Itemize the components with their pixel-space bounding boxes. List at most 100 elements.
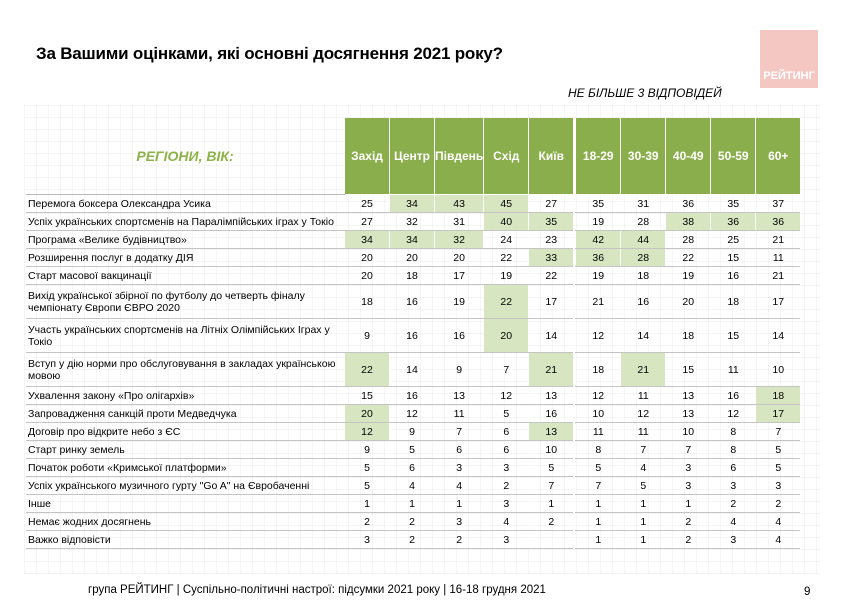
value-cell: 4	[755, 530, 801, 549]
value-cell: 22	[483, 284, 529, 319]
value-cell: 6	[483, 422, 529, 441]
row-label: Успіх українських спортсменів на Паралім…	[26, 212, 345, 231]
table-row: Немає жодних досягнень 2 2 3 4 2 1 1 2 4 4	[26, 512, 801, 531]
value-cell: 44	[620, 230, 666, 249]
value-cell: 5	[344, 458, 390, 477]
value-cell: 1	[344, 494, 390, 513]
value-cell: 8	[575, 440, 621, 459]
column-header-age: 18-29	[575, 118, 621, 195]
value-cell: 2	[389, 530, 435, 549]
value-cell: 22	[344, 352, 390, 387]
value-cell: 5	[528, 458, 574, 477]
value-cell: 2	[528, 512, 574, 531]
value-cell: 42	[575, 230, 621, 249]
value-cell: 16	[620, 284, 666, 319]
value-cell: 11	[710, 352, 756, 387]
value-cell: 10	[528, 440, 574, 459]
column-header-region: Захід	[344, 118, 390, 195]
value-cell: 2	[344, 512, 390, 531]
value-cell: 36	[665, 194, 711, 213]
value-cell: 21	[755, 230, 801, 249]
column-header-region: Схід	[483, 118, 529, 195]
table-row: Програма «Велике будівництво» 34 34 32 24 23 4…	[26, 230, 801, 249]
value-cell: 2	[433, 530, 484, 549]
value-cell: 17	[528, 284, 574, 319]
value-cell: 27	[528, 194, 574, 213]
table-row: Успіх українських спортсменів на Паралім…	[26, 212, 801, 231]
value-cell: 13	[665, 386, 711, 405]
value-cell: 5	[755, 440, 801, 459]
value-cell: 28	[665, 230, 711, 249]
value-cell: 34	[389, 194, 435, 213]
value-cell: 12	[483, 386, 529, 405]
value-cell: 7	[575, 476, 621, 495]
value-cell: 3	[433, 512, 484, 531]
column-header-age: 60+	[755, 118, 801, 195]
header-label: РЕГІОНИ, ВІК:	[26, 118, 345, 195]
value-cell: 11	[433, 404, 484, 423]
value-cell: 7	[665, 440, 711, 459]
value-cell: 14	[755, 318, 801, 353]
row-label: Перемога боксера Олександра Усика	[26, 194, 345, 213]
value-cell: 35	[575, 194, 621, 213]
value-cell: 16	[710, 386, 756, 405]
value-cell: 3	[433, 458, 484, 477]
value-cell: 2	[665, 512, 711, 531]
value-cell: 6	[433, 440, 484, 459]
table-row: Участь українських спортсменів на Літніх…	[26, 318, 801, 353]
value-cell: 1	[528, 494, 574, 513]
table-body: Перемога боксера Олександра Усика 25 34 43 4…	[26, 194, 801, 549]
value-cell: 11	[575, 422, 621, 441]
value-cell: 18	[665, 318, 711, 353]
row-label: Договір про відкрите небо з ЄС	[26, 422, 345, 441]
value-cell: 15	[665, 352, 711, 387]
value-cell: 24	[483, 230, 529, 249]
row-label: Вихід української збірної по футболу до …	[26, 284, 345, 319]
value-cell: 31	[433, 212, 484, 231]
column-header-region: Південь	[433, 118, 484, 195]
row-label: Ухвалення закону «Про олігархів»	[26, 386, 345, 405]
value-cell: 33	[528, 248, 574, 267]
value-cell: 37	[755, 194, 801, 213]
column-header-age: 40-49	[665, 118, 711, 195]
value-cell: 35	[528, 212, 574, 231]
value-cell: 19	[433, 284, 484, 319]
row-label: Вступ у дію норми про обслуговування в з…	[26, 352, 345, 387]
column-gap	[573, 118, 576, 195]
results-table: РЕГІОНИ, ВІК: Захід Центр Південь Схід К…	[26, 118, 801, 549]
value-cell: 2	[389, 512, 435, 531]
value-cell: 20	[344, 404, 390, 423]
value-cell: 3	[483, 494, 529, 513]
table-row: Успіх українського музичного гурту "Go A…	[26, 476, 801, 495]
table-row: Старт масової вакцинації 20 18 17 19 22 19 18 19…	[26, 266, 801, 285]
value-cell: 45	[483, 194, 529, 213]
value-cell: 18	[710, 284, 756, 319]
answer-limit-note: НЕ БІЛЬШЕ 3 ВІДПОВІДЕЙ	[568, 86, 722, 100]
value-cell: 36	[575, 248, 621, 267]
value-cell: 3	[665, 476, 711, 495]
row-label: Програма «Велике будівництво»	[26, 230, 345, 249]
value-cell: 5	[620, 476, 666, 495]
column-header-age: 50-59	[710, 118, 756, 195]
table-row: Договір про відкрите небо з ЄС 12 9 7 6 13 11 1…	[26, 422, 801, 441]
value-cell: 15	[710, 248, 756, 267]
value-cell: 21	[755, 266, 801, 285]
value-cell: 1	[575, 512, 621, 531]
value-cell: 22	[665, 248, 711, 267]
value-cell: 13	[665, 404, 711, 423]
value-cell: 16	[389, 284, 435, 319]
value-cell: 16	[389, 318, 435, 353]
value-cell: 2	[710, 494, 756, 513]
value-cell: 22	[483, 248, 529, 267]
column-header-region: Київ	[528, 118, 574, 195]
value-cell: 10	[665, 422, 711, 441]
page-number: 9	[804, 586, 811, 598]
value-cell: 17	[755, 284, 801, 319]
table-row: Інше 1 1 1 3 1 1 1 1 2 2	[26, 494, 801, 513]
value-cell: 11	[755, 248, 801, 267]
value-cell: 18	[620, 266, 666, 285]
value-cell: 28	[620, 248, 666, 267]
value-cell: 12	[575, 386, 621, 405]
value-cell: 14	[528, 318, 574, 353]
value-cell: 18	[344, 284, 390, 319]
